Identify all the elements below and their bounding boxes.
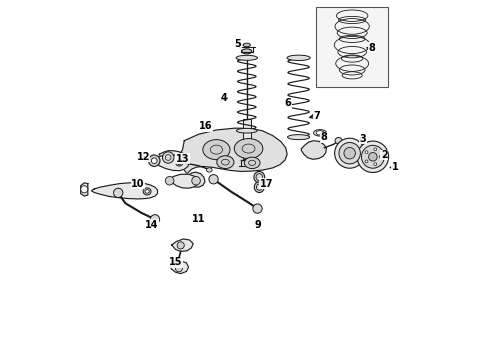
Text: 7: 7: [313, 111, 320, 121]
Text: 2: 2: [381, 150, 388, 160]
Ellipse shape: [234, 139, 263, 158]
Polygon shape: [301, 141, 326, 159]
Circle shape: [339, 143, 360, 164]
Polygon shape: [81, 183, 88, 196]
Circle shape: [368, 153, 377, 161]
Circle shape: [177, 242, 184, 249]
Bar: [317, 7, 388, 87]
Circle shape: [150, 215, 160, 224]
Text: 6: 6: [285, 98, 291, 108]
Text: 10: 10: [131, 179, 145, 189]
Polygon shape: [159, 151, 189, 169]
Text: 11: 11: [192, 214, 205, 224]
Circle shape: [209, 175, 218, 184]
Text: 8: 8: [368, 43, 375, 53]
Circle shape: [81, 186, 88, 193]
Circle shape: [374, 148, 377, 151]
Circle shape: [379, 156, 382, 158]
Polygon shape: [155, 155, 189, 171]
Circle shape: [192, 176, 200, 185]
Ellipse shape: [145, 190, 149, 193]
Ellipse shape: [335, 138, 342, 144]
Ellipse shape: [287, 55, 310, 60]
Text: 15: 15: [169, 257, 182, 267]
Text: 13: 13: [176, 154, 189, 163]
Text: 16: 16: [199, 121, 213, 131]
Circle shape: [365, 160, 368, 163]
Ellipse shape: [203, 140, 230, 159]
Ellipse shape: [254, 182, 264, 193]
Text: 9: 9: [254, 220, 261, 230]
Circle shape: [148, 155, 160, 166]
Ellipse shape: [288, 135, 310, 140]
Ellipse shape: [143, 188, 151, 195]
Text: 4: 4: [220, 93, 227, 103]
Text: 12: 12: [136, 152, 150, 162]
Ellipse shape: [206, 168, 212, 172]
Circle shape: [365, 151, 368, 154]
Ellipse shape: [177, 161, 181, 165]
Circle shape: [374, 163, 377, 166]
Circle shape: [335, 138, 365, 168]
Text: 1: 1: [392, 162, 398, 172]
Text: 5: 5: [235, 39, 241, 49]
Ellipse shape: [243, 43, 250, 47]
Circle shape: [114, 188, 123, 198]
Bar: [243, 119, 251, 158]
Text: 14: 14: [146, 220, 159, 230]
Polygon shape: [92, 183, 157, 199]
Circle shape: [163, 152, 174, 163]
Ellipse shape: [237, 129, 257, 133]
Circle shape: [175, 265, 182, 272]
Circle shape: [165, 176, 174, 185]
Ellipse shape: [245, 157, 260, 168]
Ellipse shape: [254, 171, 265, 183]
Text: 3: 3: [360, 134, 366, 144]
Polygon shape: [169, 174, 198, 188]
Polygon shape: [178, 128, 287, 187]
Circle shape: [151, 158, 157, 163]
Polygon shape: [172, 239, 193, 251]
Circle shape: [253, 204, 262, 213]
Circle shape: [344, 148, 355, 159]
Ellipse shape: [314, 130, 326, 136]
Polygon shape: [171, 261, 189, 274]
Ellipse shape: [236, 55, 258, 60]
Circle shape: [362, 145, 384, 168]
Ellipse shape: [242, 49, 252, 54]
Ellipse shape: [217, 156, 234, 168]
Circle shape: [357, 141, 389, 172]
Ellipse shape: [176, 159, 183, 166]
Text: 8: 8: [320, 132, 327, 142]
Text: 17: 17: [260, 179, 273, 189]
